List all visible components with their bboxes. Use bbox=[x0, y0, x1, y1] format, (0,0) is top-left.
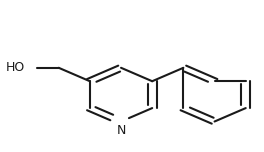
Text: HO: HO bbox=[6, 61, 25, 74]
Text: N: N bbox=[116, 124, 126, 137]
